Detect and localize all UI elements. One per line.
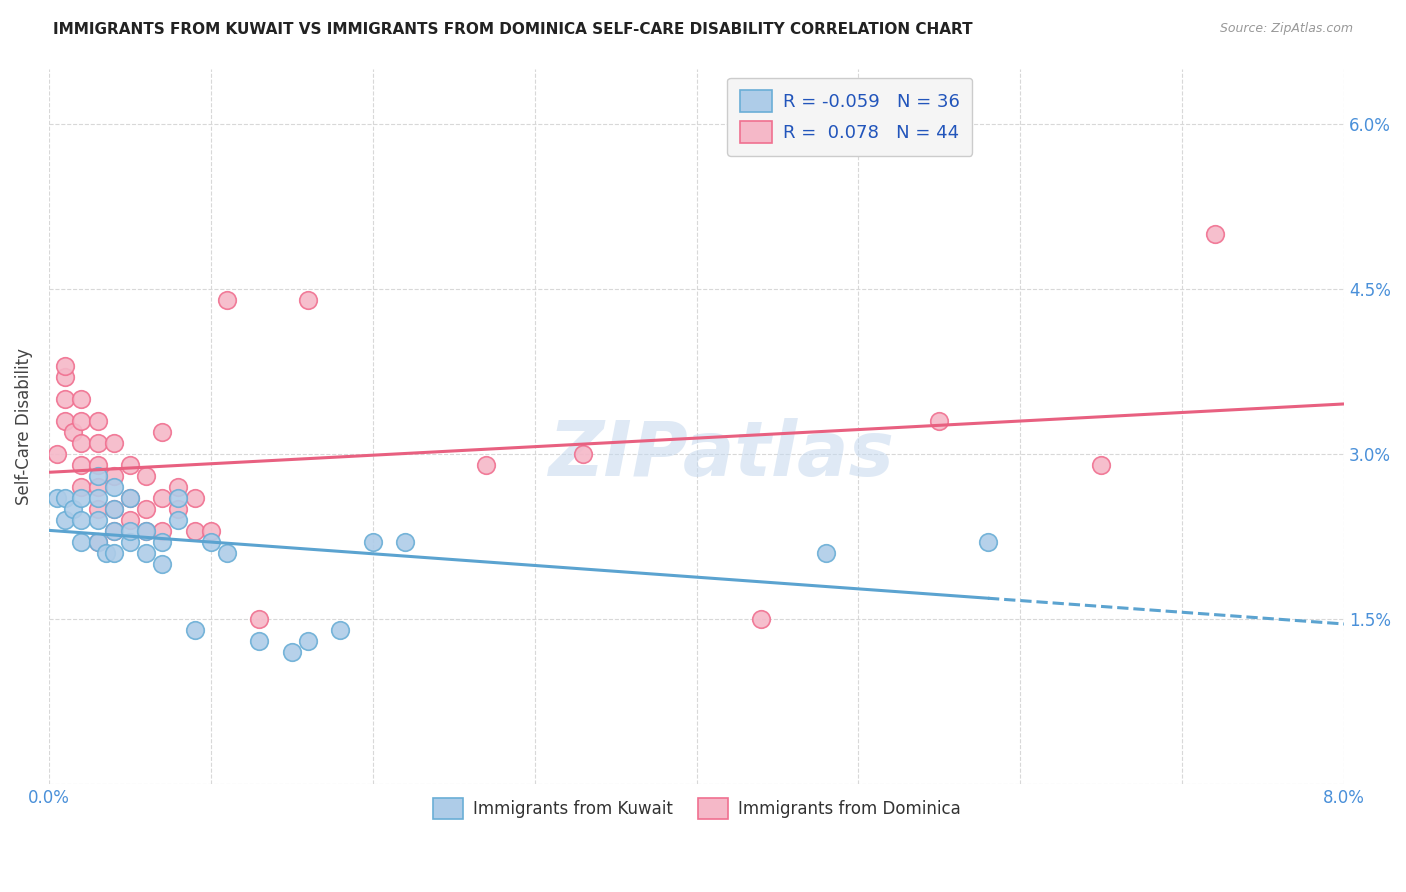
Point (249, 612, 271, 626)
Point (53, 414, 76, 428)
Point (86, 501, 108, 516)
Point (183, 491, 205, 505)
Point (53, 359, 76, 373)
Point (215, 293, 238, 307)
Point (135, 546, 157, 560)
Point (70, 513, 93, 527)
Point (167, 491, 190, 505)
Point (572, 447, 595, 461)
Point (70, 458, 93, 472)
Point (118, 513, 141, 527)
Point (94, 546, 117, 560)
Point (86, 513, 108, 527)
Text: ZIPatlas: ZIPatlas (550, 417, 896, 491)
Point (103, 501, 125, 516)
Point (215, 546, 238, 560)
Point (70, 392, 93, 406)
Point (150, 524, 173, 538)
Point (150, 491, 173, 505)
Point (53, 369, 76, 384)
Point (167, 513, 190, 527)
Point (118, 458, 141, 472)
Point (70, 534, 93, 549)
Point (118, 491, 141, 505)
Point (118, 524, 141, 538)
Point (86, 458, 108, 472)
Text: Source: ZipAtlas.com: Source: ZipAtlas.com (1219, 22, 1353, 36)
Point (103, 524, 125, 538)
Point (103, 524, 125, 538)
Point (103, 501, 125, 516)
Point (103, 546, 125, 560)
Point (53, 513, 76, 527)
Point (53, 392, 76, 406)
Point (118, 534, 141, 549)
Point (167, 501, 190, 516)
Point (46, 447, 69, 461)
Point (394, 534, 416, 549)
Text: IMMIGRANTS FROM KUWAIT VS IMMIGRANTS FROM DOMINICA SELF-CARE DISABILITY CORRELAT: IMMIGRANTS FROM KUWAIT VS IMMIGRANTS FRO… (53, 22, 973, 37)
Point (86, 414, 108, 428)
Point (86, 480, 108, 494)
Point (103, 435, 125, 450)
Point (329, 623, 352, 637)
Point (297, 293, 319, 307)
Point (167, 480, 190, 494)
Point (1204, 227, 1226, 241)
Point (150, 534, 173, 549)
Point (249, 633, 271, 648)
Point (1090, 458, 1112, 472)
Point (749, 612, 772, 626)
Point (103, 468, 125, 483)
Point (150, 425, 173, 439)
Point (815, 546, 838, 560)
Y-axis label: Self-Care Disability: Self-Care Disability (15, 348, 32, 505)
Point (150, 557, 173, 571)
Point (53, 491, 76, 505)
Point (86, 534, 108, 549)
Point (70, 435, 93, 450)
Point (118, 491, 141, 505)
Point (70, 480, 93, 494)
Point (46, 491, 69, 505)
Point (70, 491, 93, 505)
Point (103, 480, 125, 494)
Point (183, 623, 205, 637)
Point (475, 458, 498, 472)
Point (70, 414, 93, 428)
Point (183, 524, 205, 538)
Point (135, 524, 157, 538)
Point (281, 645, 304, 659)
Point (86, 435, 108, 450)
Legend: Immigrants from Kuwait, Immigrants from Dominica: Immigrants from Kuwait, Immigrants from … (426, 792, 967, 825)
Point (977, 534, 1000, 549)
Point (135, 524, 157, 538)
Point (928, 414, 950, 428)
Point (297, 633, 319, 648)
Point (200, 534, 222, 549)
Point (361, 534, 384, 549)
Point (135, 501, 157, 516)
Point (135, 468, 157, 483)
Point (62, 501, 84, 516)
Point (86, 534, 108, 549)
Point (62, 425, 84, 439)
Point (86, 468, 108, 483)
Point (86, 491, 108, 505)
Point (200, 524, 222, 538)
